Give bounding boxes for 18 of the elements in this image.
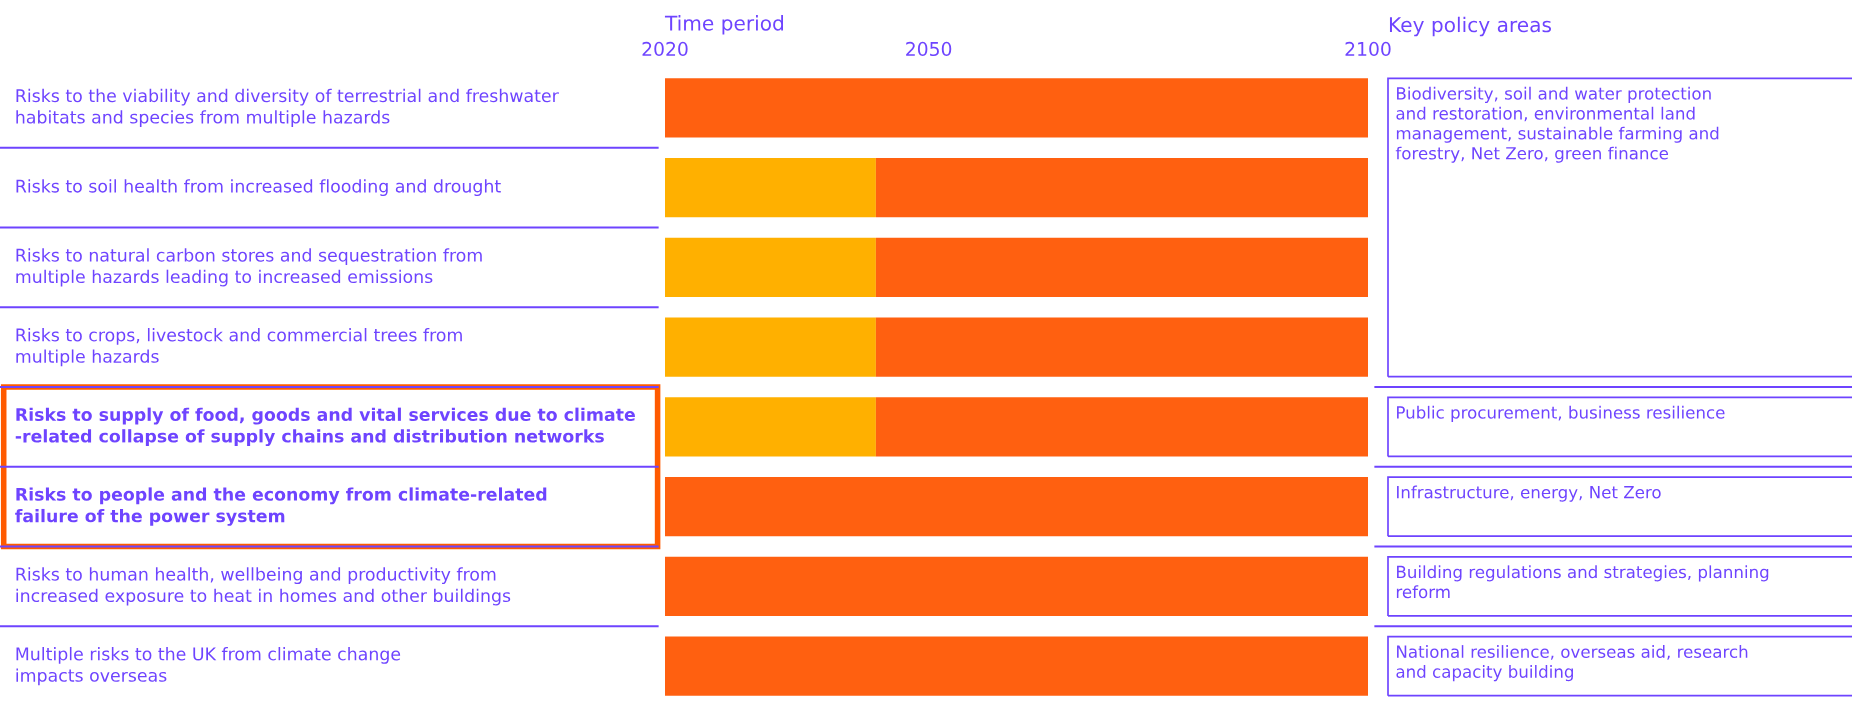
text: Key policy areas (1389, 16, 1551, 37)
x-axis-title: Time period (664, 15, 783, 35)
y-tick-label: Risks to people and the economy from climate-related failure of the power system (15, 487, 547, 526)
x-tick-label: 2100 (1345, 41, 1391, 57)
x-tick-label: 2020 (642, 41, 688, 57)
x-tick-label: 2050 (906, 41, 952, 57)
text: Biodiversity, soil and water protection and restoration, environmental land management, sustainable farming and forestry, Net Zero, green finance (1395, 86, 1719, 163)
y-tick-label: Risks to human health, wellbeing and productivity from increased exposure to heat in homes and other buildings (16, 567, 511, 606)
text: National resilience, overseas aid, research and capacity building (1396, 645, 1748, 682)
y-tick-label: Risks to supply of food, goods and vital services due to climate -related collapse of supply chains and distribution networks (15, 407, 635, 447)
y-tick-label: Risks to crops, livestock and commercial trees from multiple hazards (16, 328, 462, 367)
y-tick-label: Multiple risks to the UK from climate change impacts overseas (16, 647, 401, 686)
text: Public procurement, business resilience (1397, 405, 1725, 422)
y-tick-label: Risks to the viability and diversity of terrestrial and freshwater habitats and species from multiple hazards (16, 88, 559, 127)
y-tick-label: Risks to soil health from increased flooding and drought (16, 179, 501, 197)
text: Building regulations and strategies, planning reform (1396, 565, 1769, 599)
y-tick-label: Risks to natural carbon stores and sequestration from multiple hazards leading to increased emissions (16, 248, 482, 287)
text: Infrastructure, energy, Net Zero (1397, 485, 1661, 502)
